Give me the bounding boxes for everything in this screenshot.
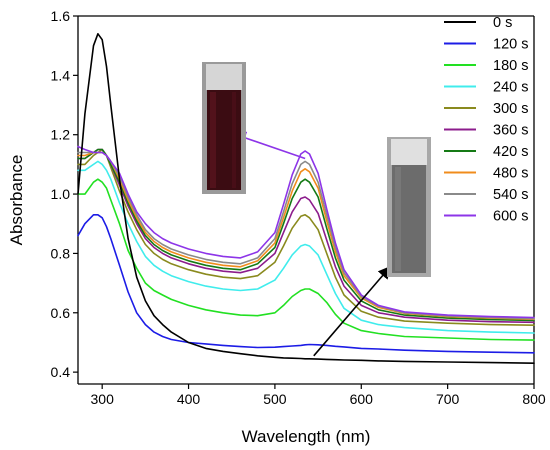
legend-label: 240 s [493,80,528,96]
annotation-arrow [313,265,391,357]
y-tick-label: 1.2 [51,127,71,143]
x-tick-label: 800 [522,391,546,407]
series-line-240s [77,160,535,334]
series-line-300s [77,148,535,327]
legend-label: 420 s [493,144,528,160]
x-tick-label: 700 [436,391,460,407]
cuvette-photo-red [202,62,246,194]
annotation-arrow [233,131,306,160]
series-line-420s [77,148,535,322]
y-tick-label: 1.0 [51,186,71,202]
legend-label: 180 s [493,58,528,74]
x-tick-label: 500 [263,391,287,407]
legend-label: 300 s [493,101,528,117]
series-lines [77,32,535,365]
x-tick-label: 600 [350,391,374,407]
x-tick-label: 400 [177,391,201,407]
legend-label: 360 s [493,123,528,139]
legend-label: 120 s [493,37,528,53]
y-tick-label: 0.8 [51,245,71,261]
legend-label: 480 s [493,166,528,182]
y-tick-label: 1.6 [51,8,71,24]
y-axis-label: Absorbance [7,155,26,246]
legend-label: 540 s [493,187,528,203]
y-tick-label: 0.6 [51,305,71,321]
cuvette-photo-gray [387,137,431,277]
series-line-120s [77,214,535,354]
x-tick-label: 300 [91,391,115,407]
y-tick-label: 1.4 [51,67,71,83]
legend-label: 600 s [493,209,528,225]
annotations [233,131,391,357]
series-line-180s [77,178,535,341]
x-axis-label: Wavelength (nm) [242,427,371,446]
series-line-0s [77,32,535,365]
legend: 0 s 120 s 180 s 240 s 300 s 360 s 420 s 480 s 54… [444,15,528,225]
ticks: 300 400 500 600 700 800 0.4 0.6 0.8 1.0 1.2 1.4 1.6 [51,8,546,407]
legend-label: 0 s [493,15,512,31]
y-tick-label: 0.4 [51,364,71,380]
series-line-600s [77,145,535,319]
